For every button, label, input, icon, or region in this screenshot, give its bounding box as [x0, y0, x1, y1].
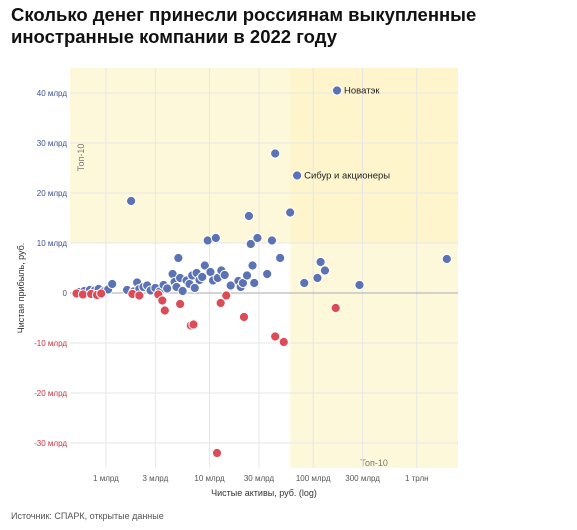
loss-point — [215, 297, 226, 309]
profit-point — [243, 210, 255, 222]
y-axis-label: Чистая прибыль, руб. — [16, 243, 26, 334]
profit-point — [266, 235, 278, 246]
profit-point — [219, 269, 230, 281]
profit-point — [107, 278, 118, 290]
x-tick-label: 300 млрд — [345, 474, 380, 483]
profit-point — [247, 260, 258, 271]
profit-point — [162, 283, 173, 294]
x-tick-label: 3 млрд — [142, 474, 168, 483]
profit-point — [441, 253, 452, 265]
profit-point — [319, 265, 331, 276]
profit-point — [275, 252, 286, 264]
profit-point — [299, 277, 310, 289]
profit-point — [354, 279, 365, 291]
y-tick-label: 30 млрд — [37, 139, 68, 148]
point-annotation: Новатэк — [344, 86, 380, 97]
profit-point — [292, 170, 303, 181]
profit-point — [249, 277, 260, 289]
loss-point — [175, 298, 186, 310]
x-tick-label: 10 млрд — [194, 474, 225, 483]
x-tick-label: 1 трлн — [405, 474, 429, 483]
profit-point — [270, 148, 281, 159]
loss-point — [157, 295, 168, 306]
y-tick-label: 10 млрд — [37, 239, 68, 248]
source-note: Источник: СПАРК, открытые данные — [11, 511, 164, 521]
loss-point — [96, 288, 107, 299]
x-axis-label: Чистые активы, руб. (log) — [211, 488, 317, 498]
loss-point — [270, 331, 281, 342]
highlight-region-2 — [290, 68, 458, 468]
profit-point — [241, 270, 253, 281]
loss-point — [238, 311, 250, 323]
loss-point — [134, 290, 145, 301]
x-tick-label: 30 млрд — [244, 474, 275, 483]
region-label-top-profit: Топ-10 — [76, 144, 86, 172]
profit-point — [245, 238, 256, 250]
profit-point — [331, 85, 343, 96]
y-tick-label: 20 млрд — [37, 189, 68, 198]
y-tick-label: 40 млрд — [37, 89, 68, 98]
profit-point — [173, 252, 184, 264]
y-tick-label: 0 — [63, 289, 68, 298]
chart-title: Сколько денег принесли россиянам выкупле… — [11, 4, 477, 47]
highlight-layer: Топ-10 Топ-10 — [70, 68, 458, 468]
profit-point — [210, 232, 221, 244]
loss-point — [188, 319, 199, 330]
loss-point — [221, 290, 232, 301]
profit-point — [189, 282, 200, 294]
x-tick-label: 100 млрд — [296, 474, 331, 483]
y-tick-label: -20 млрд — [34, 389, 67, 398]
data-points — [71, 85, 452, 459]
profit-point — [252, 232, 263, 244]
y-tick-label: -10 млрд — [34, 339, 67, 348]
region-label-top-assets: Топ-10 — [360, 458, 388, 468]
profit-point — [285, 207, 296, 218]
profit-point — [126, 195, 137, 207]
y-tick-label: -30 млрд — [34, 439, 67, 448]
annotations: Новатэк Сибур и акционеры — [304, 86, 390, 182]
profit-point — [197, 271, 208, 283]
loss-point — [159, 305, 170, 316]
loss-point — [330, 302, 341, 314]
profit-point — [315, 256, 326, 268]
point-annotation: Сибур и акционеры — [304, 171, 390, 182]
profit-point — [177, 285, 188, 297]
profit-point — [312, 272, 323, 284]
tick-labels: 1 млрд 3 млрд 10 млрд 30 млрд 100 млрд 300 мл… — [34, 89, 428, 483]
profit-point — [262, 268, 273, 280]
profit-point — [199, 260, 210, 271]
profit-point — [225, 280, 236, 291]
loss-point — [211, 447, 223, 459]
x-tick-label: 1 млрд — [93, 474, 119, 483]
loss-point — [278, 336, 289, 348]
